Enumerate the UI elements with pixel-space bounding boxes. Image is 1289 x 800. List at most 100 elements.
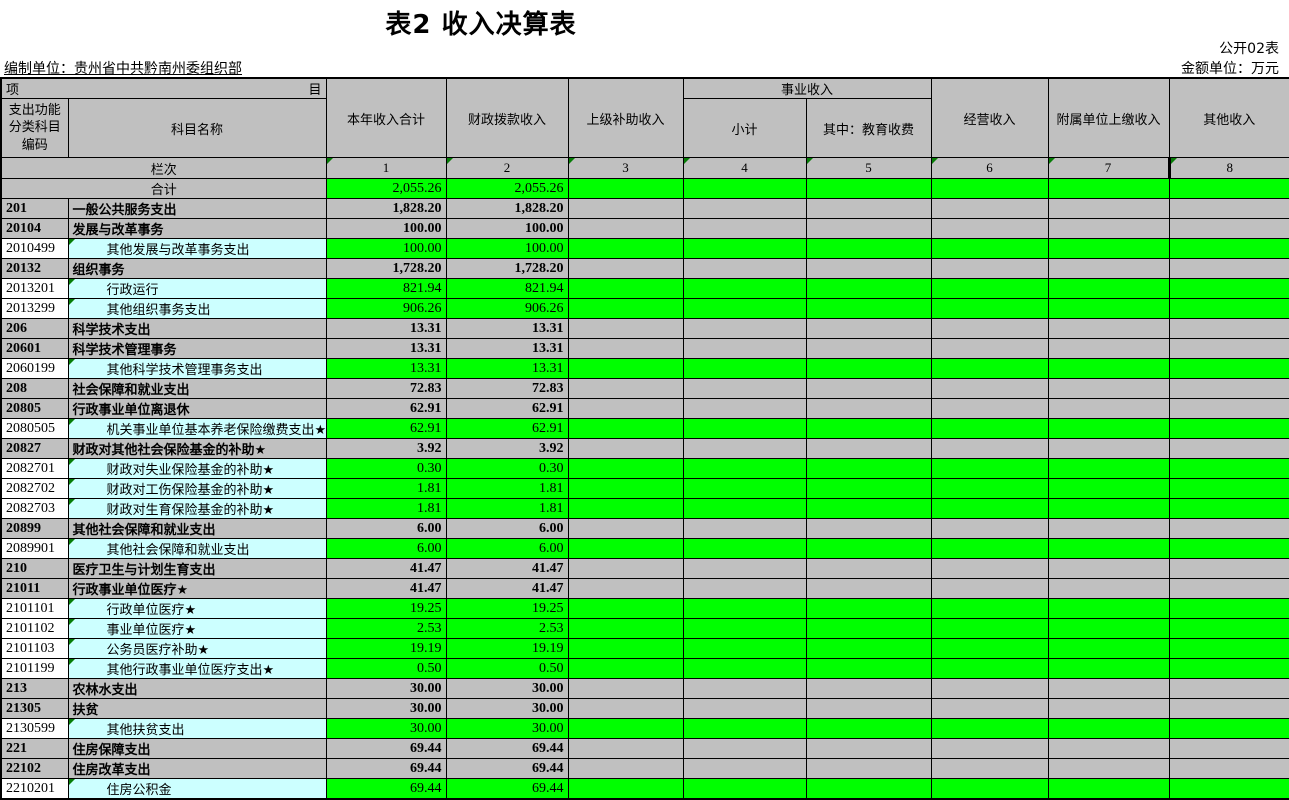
row-value-cell[interactable] [1047,238,1170,259]
row-code-cell[interactable]: 2080505 [0,418,69,439]
row-value-cell[interactable] [1047,458,1170,479]
row-value-cell[interactable]: 62.91 [325,418,447,439]
row-value-cell[interactable]: 13.31 [445,358,569,379]
row-value-cell[interactable]: 13.31 [325,318,447,339]
row-code-cell[interactable]: 2101101 [0,598,69,619]
total-value-cell[interactable]: 2,055.26 [445,178,569,199]
row-value-cell[interactable]: 13.31 [445,338,569,359]
row-value-cell[interactable] [930,738,1049,759]
row-value-cell[interactable] [682,538,807,559]
row-value-cell[interactable] [1047,578,1170,599]
row-value-cell[interactable] [930,518,1049,539]
row-code-cell[interactable]: 2013201 [0,278,69,299]
row-value-cell[interactable]: 1.81 [325,478,447,499]
row-value-cell[interactable] [1168,358,1289,379]
row-value-cell[interactable] [682,738,807,759]
row-value-cell[interactable]: 72.83 [445,378,569,399]
row-value-cell[interactable] [1047,358,1170,379]
header-group-business-income[interactable]: 事业收入 [682,77,932,99]
total-value-cell[interactable] [567,178,684,199]
row-value-cell[interactable] [805,498,932,519]
row-value-cell[interactable]: 19.19 [325,638,447,659]
row-value-cell[interactable] [567,398,684,419]
row-code-cell[interactable]: 2082701 [0,458,69,479]
row-value-cell[interactable] [805,238,932,259]
row-value-cell[interactable] [805,258,932,279]
row-value-cell[interactable]: 41.47 [445,578,569,599]
row-value-cell[interactable]: 906.26 [445,298,569,319]
row-code-cell[interactable]: 210 [0,558,69,579]
row-name-cell[interactable]: 科学技术支出 [67,318,327,339]
row-value-cell[interactable]: 906.26 [325,298,447,319]
row-value-cell[interactable] [930,498,1049,519]
header-col-operating-income[interactable]: 经营收入 [930,77,1049,158]
row-value-cell[interactable]: 1.81 [325,498,447,519]
header-col-subtotal[interactable]: 小计 [682,98,807,158]
row-value-cell[interactable] [1168,698,1289,719]
row-value-cell[interactable] [567,758,684,779]
row-value-cell[interactable] [1047,398,1170,419]
row-code-cell[interactable]: 2101199 [0,658,69,679]
row-value-cell[interactable]: 0.50 [325,658,447,679]
row-value-cell[interactable] [805,398,932,419]
header-col-education-fee[interactable]: 其中：教育收费 [805,98,932,158]
row-value-cell[interactable] [930,678,1049,699]
header-col-fiscal-appropriation[interactable]: 财政拨款收入 [445,77,569,158]
row-name-cell[interactable]: 行政事业单位离退休 [67,398,327,419]
row-code-cell[interactable]: 201 [0,198,69,219]
row-name-cell[interactable]: 组织事务 [67,258,327,279]
row-value-cell[interactable] [930,218,1049,239]
row-value-cell[interactable] [682,338,807,359]
row-value-cell[interactable] [1168,618,1289,639]
row-value-cell[interactable] [1047,278,1170,299]
column-number-cell[interactable]: 6 [930,157,1049,179]
row-value-cell[interactable] [1047,438,1170,459]
row-value-cell[interactable] [1047,218,1170,239]
row-value-cell[interactable] [1047,558,1170,579]
row-value-cell[interactable] [805,598,932,619]
row-value-cell[interactable]: 19.19 [445,638,569,659]
row-value-cell[interactable] [682,378,807,399]
row-value-cell[interactable] [1047,478,1170,499]
row-value-cell[interactable] [930,278,1049,299]
row-value-cell[interactable] [1168,218,1289,239]
row-code-cell[interactable]: 2210201 [0,778,69,800]
row-value-cell[interactable] [682,558,807,579]
row-value-cell[interactable]: 3.92 [325,438,447,459]
row-code-cell[interactable]: 20899 [0,518,69,539]
row-value-cell[interactable] [567,438,684,459]
row-value-cell[interactable] [805,198,932,219]
row-value-cell[interactable] [1168,558,1289,579]
row-value-cell[interactable] [1047,338,1170,359]
row-value-cell[interactable] [682,658,807,679]
row-name-cell[interactable]: 扶贫 [67,698,327,719]
row-value-cell[interactable] [805,618,932,639]
row-code-cell[interactable]: 20805 [0,398,69,419]
row-value-cell[interactable] [1047,318,1170,339]
row-name-cell[interactable]: 其他发展与改革事务支出 [67,238,327,259]
total-value-cell[interactable]: 2,055.26 [325,178,447,199]
row-value-cell[interactable] [1168,638,1289,659]
row-value-cell[interactable] [682,418,807,439]
row-value-cell[interactable] [682,358,807,379]
row-value-cell[interactable] [930,718,1049,739]
row-value-cell[interactable] [930,638,1049,659]
row-value-cell[interactable] [1168,418,1289,439]
row-value-cell[interactable]: 41.47 [325,578,447,599]
row-value-cell[interactable]: 0.50 [445,658,569,679]
row-value-cell[interactable]: 3.92 [445,438,569,459]
row-name-cell[interactable]: 财政对生育保险基金的补助★ [67,498,327,519]
row-value-cell[interactable]: 41.47 [325,558,447,579]
header-col-other-income[interactable]: 其他收入 [1168,77,1289,158]
header-item-cell[interactable]: 项 目 [0,77,327,99]
row-code-cell[interactable]: 20827 [0,438,69,459]
row-value-cell[interactable] [930,258,1049,279]
row-value-cell[interactable] [1168,258,1289,279]
row-value-cell[interactable] [567,578,684,599]
row-name-cell[interactable]: 一般公共服务支出 [67,198,327,219]
row-value-cell[interactable]: 13.31 [445,318,569,339]
row-value-cell[interactable] [1168,338,1289,359]
row-name-cell[interactable]: 其他科学技术管理事务支出 [67,358,327,379]
row-value-cell[interactable]: 1,828.20 [445,198,569,219]
row-value-cell[interactable] [567,218,684,239]
